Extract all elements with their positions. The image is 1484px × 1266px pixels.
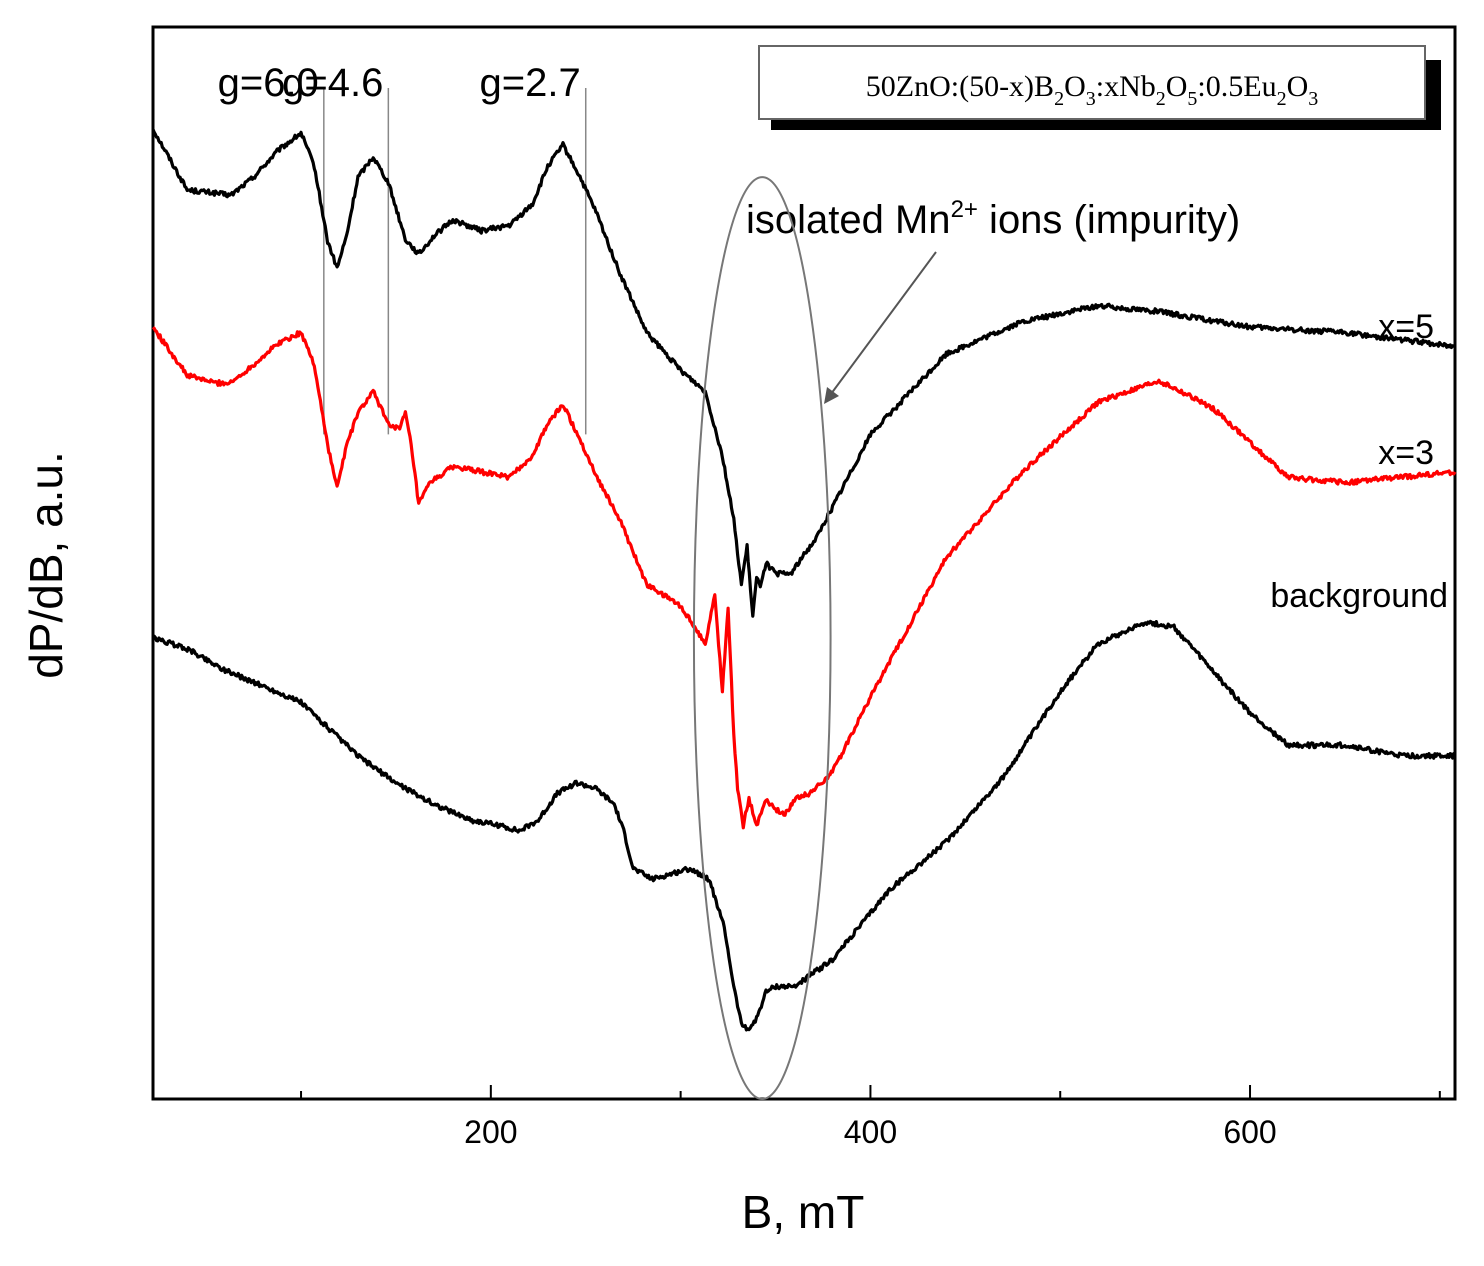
series-line-x5 — [151, 128, 1456, 618]
plot-frame — [151, 25, 1457, 1101]
mn-annotation: isolated Mn2+ ions (impurity) — [692, 176, 1240, 1100]
mn-highlight-ellipse — [692, 176, 832, 1100]
annotation-arrow-head — [824, 387, 839, 404]
y-axis-label: dP/dB, a.u. — [20, 451, 72, 679]
annotation-arrow-line — [827, 251, 937, 399]
g-marker-label: g=2.7 — [480, 61, 581, 105]
x-tick-label: 600 — [1223, 1114, 1276, 1150]
x-tick-label: 200 — [464, 1114, 517, 1150]
g-marker-label: g=4.6 — [282, 61, 383, 105]
x-tick-label: 400 — [844, 1114, 897, 1150]
x-axis-label: B, mT — [742, 1186, 865, 1238]
mn-annotation-text: isolated Mn2+ ions (impurity) — [746, 196, 1240, 242]
series-line-x3 — [151, 326, 1457, 830]
g-value-markers: g=6.0g=4.6 g=2.7 — [218, 61, 587, 435]
composition-legend: 50ZnO:(50-x)B2O3:xNb2O5:0.5Eu2O3 — [758, 45, 1441, 130]
g-marker-label: g=6.0 — [218, 61, 319, 105]
series-layer — [151, 128, 1457, 1032]
series-label-background: background — [1270, 577, 1448, 615]
composition-formula: 50ZnO:(50-x)B2O3:xNb2O5:0.5Eu2O3 — [866, 70, 1319, 110]
x-axis-ticks: 200 400 600 — [300, 1085, 1441, 1150]
series-label-x5: x=5 — [1378, 308, 1434, 346]
legend-box — [758, 45, 1426, 120]
series-label-x3: x=3 — [1378, 434, 1434, 472]
series-line-background — [151, 619, 1457, 1032]
